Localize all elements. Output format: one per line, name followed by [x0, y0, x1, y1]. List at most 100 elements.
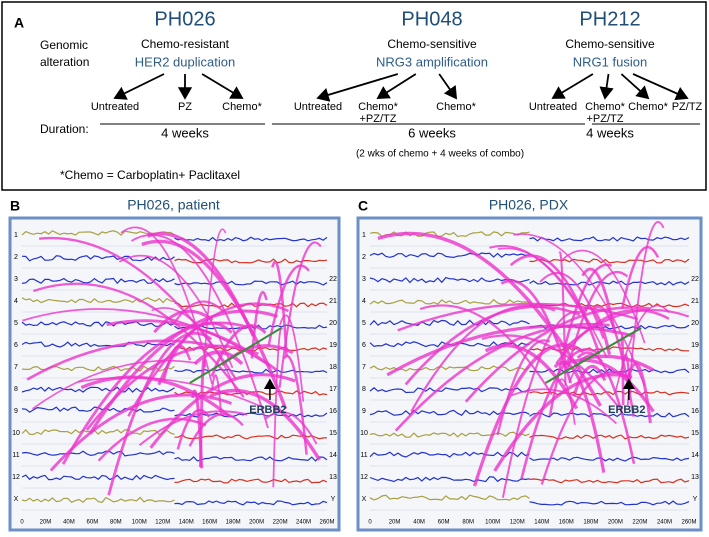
x-tick-label: 240M [657, 520, 672, 526]
x-tick-label: 180M [226, 520, 241, 526]
rearrangement-arc [61, 321, 247, 465]
rearrangement-arc [513, 233, 646, 386]
gene-annotation: ERBB2 [249, 404, 286, 416]
rearrangement-arc [176, 408, 211, 450]
arrow [599, 73, 614, 100]
x-tick-label: 140M [534, 520, 549, 526]
chrom-label: 12 [12, 474, 20, 481]
model-name: PH212 [579, 8, 640, 30]
row-label: Duration: [40, 122, 89, 136]
rearrangement-arc [157, 321, 233, 386]
chrom-label: 7 [362, 364, 366, 371]
rearrangement-arc [32, 359, 198, 410]
arm-label: PZ [178, 101, 192, 113]
arm-label: Untreated [294, 101, 342, 113]
copy-number-trace [529, 368, 690, 374]
chrom-label: 20 [329, 320, 337, 327]
chrom-label: 4 [14, 298, 18, 305]
rearrangement-arc [77, 376, 265, 409]
rearrangement-arc [561, 249, 646, 344]
panel-a-frame [1, 1, 707, 191]
chrom-label: 9 [14, 408, 18, 415]
chrom-label: 12 [360, 474, 368, 481]
arrow [620, 73, 650, 100]
duration: 6 weeks [408, 125, 456, 140]
chrom-label: 1 [14, 232, 18, 239]
x-tick-label: 60M [438, 520, 450, 526]
rearrangement-arc [210, 324, 267, 378]
copy-number-trace [21, 450, 175, 457]
chrom-label: 21 [329, 298, 337, 305]
panel-label: C [358, 198, 368, 214]
chrom-label: 11 [360, 452, 367, 459]
chrom-label: 14 [691, 452, 699, 459]
arm-label: Chemo* [222, 101, 262, 113]
row-label: Genomic [40, 38, 88, 52]
rearrangement-arc [209, 388, 321, 461]
rearrangement-arc [394, 322, 610, 432]
rearrangement-arc [484, 343, 579, 410]
rearrangement-arc [80, 375, 231, 418]
arrow [113, 73, 165, 100]
panel-title: PH026, patient [127, 197, 220, 213]
chrom-label: X [362, 496, 367, 503]
arrow [201, 73, 244, 99]
sensitivity: Chemo-sensitive [565, 37, 655, 51]
arm-label: Untreated [91, 101, 139, 113]
copy-number-trace [369, 298, 530, 305]
copy-number-trace [529, 412, 690, 418]
arm-label: Untreated [529, 101, 577, 113]
rearrangement-arc [489, 244, 592, 330]
arm-label: Chemo* [628, 101, 668, 113]
chrom-label: 4 [362, 298, 366, 305]
row-label: alteration [40, 55, 89, 69]
copy-number-trace [529, 478, 690, 484]
rearrangement-arc [173, 300, 225, 324]
chrom-label: 5 [14, 320, 18, 327]
chrom-label: 6 [362, 342, 366, 349]
copy-number-trace [529, 390, 690, 396]
copy-number-trace [21, 255, 175, 262]
copy-number-trace [174, 280, 328, 286]
x-tick-label: 260M [319, 520, 334, 526]
x-tick-label: 100M [132, 520, 147, 526]
chrom-label: 10 [360, 430, 368, 437]
x-tick-label: 40M [63, 520, 75, 526]
copy-number-trace [369, 476, 530, 483]
alteration: NRG1 fusion [573, 54, 647, 69]
copy-number-trace [174, 236, 328, 242]
rearrangement-arc [188, 413, 244, 447]
rearrangement-arc [572, 365, 607, 397]
rearrangement-arc [511, 388, 617, 425]
x-tick-label: 120M [155, 520, 170, 526]
rearrangement-arc [149, 373, 296, 449]
x-tick-label: 160M [202, 520, 217, 526]
x-tick-label: 160M [559, 520, 574, 526]
chrom-label: 3 [362, 276, 366, 283]
copy-number-trace [369, 387, 530, 394]
copy-number-trace [21, 341, 175, 348]
chrom-label: 22 [691, 276, 699, 283]
arrow [551, 73, 594, 99]
copy-number-trace [21, 297, 175, 304]
x-tick-label: 220M [632, 520, 647, 526]
arm-label: Chemo* [436, 101, 476, 113]
chrom-label: 21 [691, 298, 699, 305]
duration: 4 weeks [161, 125, 209, 140]
chrom-label: 8 [14, 386, 18, 393]
x-tick-label: 140M [179, 520, 194, 526]
rearrangement-arc [555, 308, 670, 365]
plot-frame [8, 216, 341, 532]
copy-number-trace [21, 428, 175, 436]
chrom-label: 14 [329, 452, 337, 459]
arrow [632, 73, 689, 101]
chrom-label: 15 [691, 430, 699, 437]
copy-number-trace [21, 386, 175, 393]
copy-number-trace [529, 258, 690, 264]
note: (2 wks of chemo + 4 weeks of combo) [356, 149, 524, 160]
rearrangement-arc [191, 389, 204, 469]
rearrangement-arc [620, 335, 625, 406]
x-tick-label: 40M [413, 520, 425, 526]
rearrangement-arc [97, 417, 207, 462]
model-name: PH026 [154, 8, 215, 30]
